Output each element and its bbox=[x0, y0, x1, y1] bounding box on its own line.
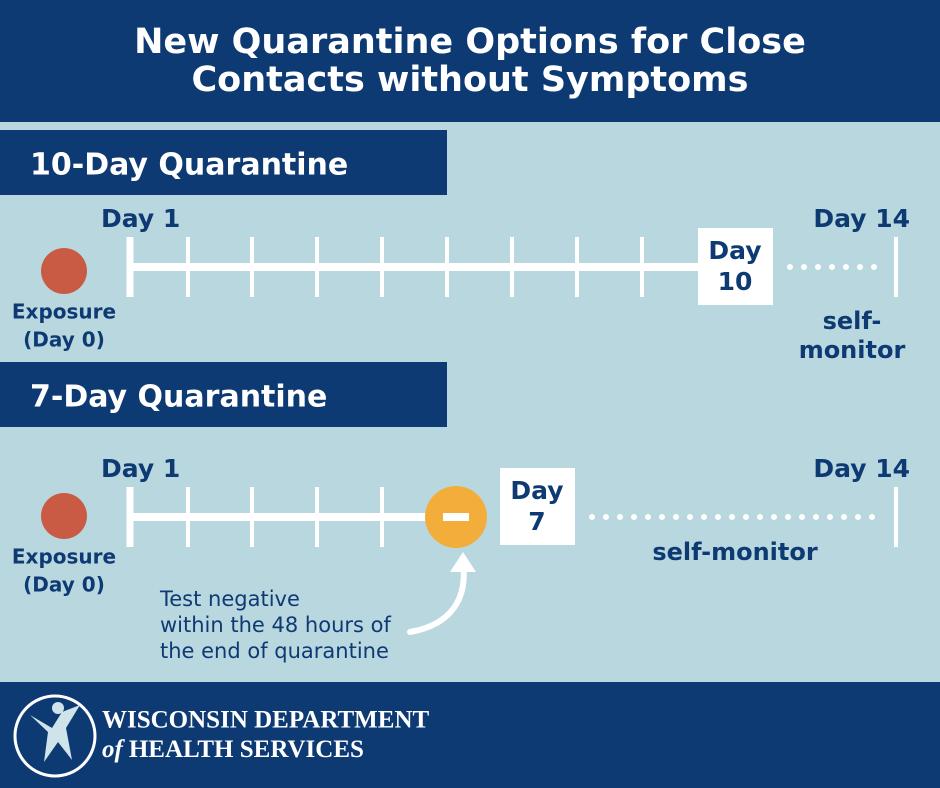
end-label: Day 14 bbox=[813, 454, 910, 483]
footer-line2: of HEALTH SERVICES bbox=[102, 736, 364, 763]
monitor-label: monitor bbox=[799, 336, 906, 364]
exposure-label: (Day 0) bbox=[23, 573, 105, 597]
end-box bbox=[500, 468, 575, 545]
end-box-label: Day bbox=[708, 236, 761, 265]
end-box-label: 7 bbox=[528, 507, 545, 536]
title: Contacts without Symptoms bbox=[192, 60, 749, 100]
exposure-label: (Day 0) bbox=[23, 328, 105, 352]
start-label: Day 1 bbox=[101, 204, 180, 233]
footer-line1: WISCONSIN DEPARTMENT bbox=[102, 707, 429, 734]
end-box bbox=[698, 228, 773, 305]
footer-of: of bbox=[102, 736, 126, 763]
end-label: Day 14 bbox=[813, 204, 910, 233]
exposure-dot bbox=[41, 248, 87, 294]
monitor-label: self- bbox=[823, 307, 882, 335]
negative-sign bbox=[443, 513, 469, 521]
footer-band bbox=[0, 682, 940, 788]
logo-ring bbox=[13, 694, 97, 778]
note: the end of quarantine bbox=[160, 639, 389, 663]
note: Test negative bbox=[159, 587, 300, 611]
end-box-label: Day bbox=[510, 476, 563, 505]
exposure-label: Exposure bbox=[12, 300, 116, 324]
header-band bbox=[0, 0, 940, 122]
end-box-label: 10 bbox=[718, 267, 753, 296]
footer-line2-text: HEALTH SERVICES bbox=[129, 736, 364, 763]
note: within the 48 hours of bbox=[160, 613, 391, 637]
logo-figure bbox=[30, 705, 80, 762]
note-arrowhead bbox=[450, 552, 476, 572]
note-arrow bbox=[407, 559, 467, 635]
section-heading-bar bbox=[0, 130, 447, 195]
title: New Quarantine Options for Close bbox=[134, 22, 806, 62]
section-heading-bar bbox=[0, 362, 447, 427]
exposure-label: Exposure bbox=[12, 545, 116, 569]
monitor-label: self-monitor bbox=[652, 538, 818, 566]
logo-head bbox=[52, 702, 64, 714]
section-heading: 10-Day Quarantine bbox=[30, 148, 348, 183]
start-label: Day 1 bbox=[101, 454, 180, 483]
section-heading: 7-Day Quarantine bbox=[30, 380, 327, 415]
exposure-dot bbox=[41, 493, 87, 539]
